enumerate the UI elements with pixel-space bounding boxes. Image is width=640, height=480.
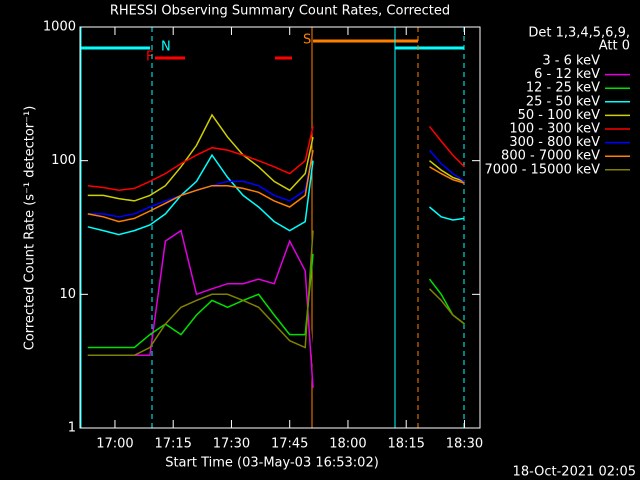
series-line (87, 230, 465, 357)
series-line (87, 126, 466, 192)
y-tick-label: 1 (68, 421, 76, 436)
flags: N F S (80, 27, 465, 428)
flag-label: N (161, 40, 171, 55)
x-tick-label: 18:15 (387, 437, 424, 452)
series-line (87, 113, 465, 202)
legend-title: Att 0 (599, 39, 630, 54)
legend-label: 7000 - 15000 keV (485, 162, 601, 177)
legend-label: 300 - 800 keV (509, 135, 600, 150)
x-tick-label: 18:00 (329, 437, 366, 452)
y-axis-label: Corrected Count Rate (s⁻¹ detector⁻¹) (23, 106, 38, 351)
footer: 18-Oct-2021 02:05 (513, 465, 636, 480)
x-tick-label: 17:30 (213, 437, 250, 452)
y-tick-label: 1000 (43, 20, 76, 35)
series-line (87, 254, 465, 349)
series-line (87, 239, 314, 365)
chart-title: RHESSI Observing Summary Count Rates, Co… (110, 4, 450, 19)
x-tick-label: 17:15 (154, 437, 191, 452)
x-axis-label: Start Time (03-May-03 16:53:02) (165, 456, 379, 471)
legend-label: 50 - 100 keV (518, 108, 601, 123)
legend-title: Det 1,3,4,5,6,9, (528, 26, 630, 41)
series-line (87, 229, 314, 388)
series-line (87, 149, 465, 223)
legend-label: 12 - 25 keV (526, 81, 600, 96)
legend-label: 800 - 7000 keV (501, 149, 600, 164)
legend-label: 6 - 12 keV (534, 67, 600, 82)
legend-label: 100 - 300 keV (509, 122, 600, 137)
x-tick-label: 17:45 (271, 437, 308, 452)
plot-frame (79, 26, 481, 429)
x-tick-label: 17:00 (96, 437, 133, 452)
series-line (87, 153, 465, 236)
y-tick-label: 100 (51, 153, 76, 168)
flag-label: S (303, 33, 311, 48)
y-tick-label: 10 (59, 287, 76, 302)
x-tick-label: 18:30 (446, 437, 483, 452)
flag-label: F (146, 50, 153, 65)
legend-label: 3 - 6 keV (542, 54, 600, 69)
legend-label: 25 - 50 keV (526, 94, 600, 109)
